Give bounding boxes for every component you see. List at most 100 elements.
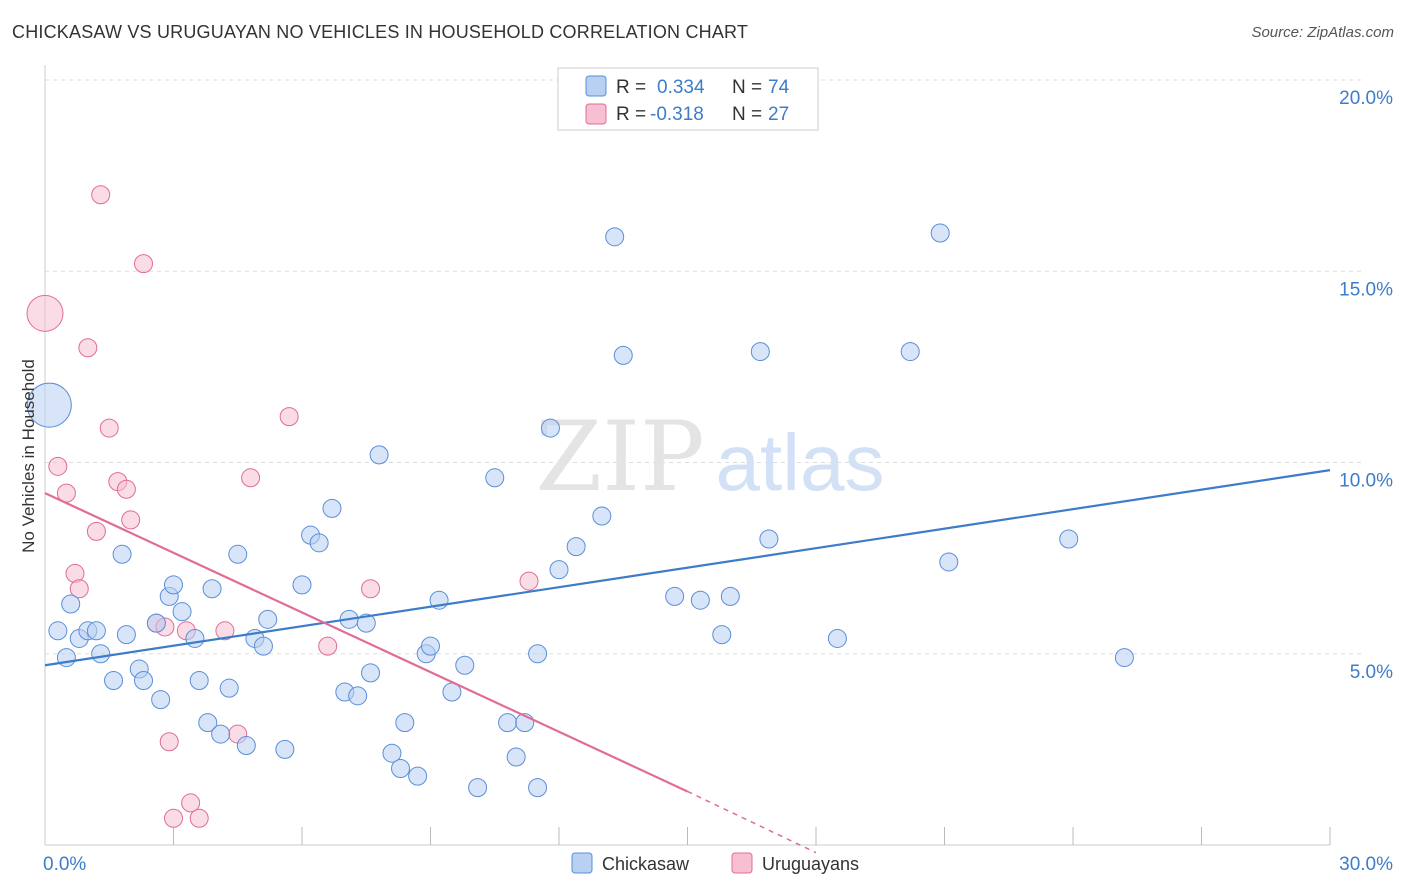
chickasaw-point [348,686,368,706]
y-tick-label: 20.0% [1339,88,1393,109]
uruguayans-point [318,636,338,656]
uruguayans-point [99,418,119,438]
chickasaw-point [613,345,633,365]
chickasaw-point [712,625,732,645]
chickasaw-point [61,594,81,614]
chickasaw-point [151,690,171,710]
uruguayans-point [116,479,136,499]
chickasaw-point [361,663,381,683]
chickasaw-point [498,713,518,733]
chickasaw-point [408,766,428,786]
chickasaw-point [369,445,389,465]
chickasaw-point [827,628,847,648]
legend-r-label: R = [616,104,646,125]
bottom-legend-chickasaw: Chickasaw [602,854,690,874]
uruguayans-point [159,732,179,752]
chickasaw-point [202,579,222,599]
chickasaw-point [1059,529,1079,549]
bottom-swatch-chickasaw [571,852,593,874]
chickasaw-point [665,586,685,606]
chickasaw-point [104,671,124,691]
chickasaw-point [939,552,959,572]
chickasaw-trend-line [44,469,1331,667]
chickasaw-point [228,544,248,564]
chickasaw-point [592,506,612,526]
chickasaw-point [690,590,710,610]
uruguayans-point [121,510,141,530]
chickasaw-point [236,736,256,756]
chickasaw-point [275,739,295,759]
uruguayans-point [134,254,154,274]
gridlines [45,79,1365,655]
chickasaw-point [540,418,560,438]
series-legend: Chickasaw Uruguayans [571,852,859,874]
axes [44,65,1331,846]
chickasaw-point [506,747,526,767]
chickasaw-point [395,713,415,733]
bottom-swatch-uruguayans [731,852,753,874]
uruguayans-point [361,579,381,599]
chickasaw-point [605,227,625,247]
chickasaw-point [164,575,183,595]
chickasaw-point [549,560,569,580]
chickasaw-point [189,671,209,691]
uruguayans-point [519,571,539,591]
legend-r-value: 0.334 [657,77,705,98]
chickasaw-point [48,621,68,641]
chickasaw-point [219,678,239,698]
chickasaw-point [528,778,548,798]
chickasaw-point [930,223,950,243]
uruguayans-point [78,338,98,358]
y-tick-label: 15.0% [1339,279,1393,300]
uruguayans-point [26,294,64,332]
chickasaw-point [211,724,231,744]
legend-r-value: -0.318 [650,104,704,125]
uruguayans-point [279,407,299,427]
uruguayans-trend-extension [687,790,817,854]
uruguayans-point [181,793,201,813]
uruguayans-point [69,579,89,599]
chickasaw-point [309,533,329,553]
watermark-atlas: atlas [716,418,885,507]
chickasaw-point [146,613,166,633]
legend-swatch-uruguayans [585,103,607,125]
chickasaw-point [134,671,154,691]
chickasaw-point [292,575,312,595]
chickasaw-point [26,382,72,428]
legend-r-label: R = [616,77,646,98]
watermark-zip: ZIP [535,401,704,513]
x-tick-label: 30.0% [1339,854,1393,875]
uruguayans-point [189,808,209,828]
chickasaw-point [528,644,548,664]
uruguayans-point [215,621,235,641]
chickasaw-point [382,743,402,763]
y-tick-label: 10.0% [1339,471,1393,492]
uruguayans-point [241,468,261,488]
chickasaw-point [198,713,218,733]
chickasaw-point [172,602,192,622]
chickasaw-point [91,644,111,664]
bottom-legend-uruguayans: Uruguayans [762,854,859,874]
y-axis-label: No Vehicles in Household [19,359,38,553]
legend-n-label: N = [732,104,762,125]
chickasaw-point [900,342,920,362]
chickasaw-point [391,759,411,778]
source-credit: Source: ZipAtlas.com [1251,24,1394,41]
uruguayans-point [164,808,183,828]
legend-n-label: N = [732,77,762,98]
chickasaw-point [750,342,770,362]
chickasaw-point [455,655,475,675]
chickasaw-point [468,778,488,798]
chickasaw-point [185,628,205,648]
chickasaw-point [112,544,132,564]
chart-title: CHICKASAW VS URUGUAYAN NO VEHICLES IN HO… [12,22,749,42]
legend-n-value: 74 [768,77,790,98]
chickasaw-point [421,636,440,656]
trend-lines [44,469,1331,854]
uruguayans-point [86,521,106,541]
chickasaw-point [258,609,278,629]
chickasaw-point [485,468,505,488]
x-tick-label: 0.0% [43,854,86,875]
chickasaw-point [116,625,136,645]
chickasaw-point [356,613,376,633]
